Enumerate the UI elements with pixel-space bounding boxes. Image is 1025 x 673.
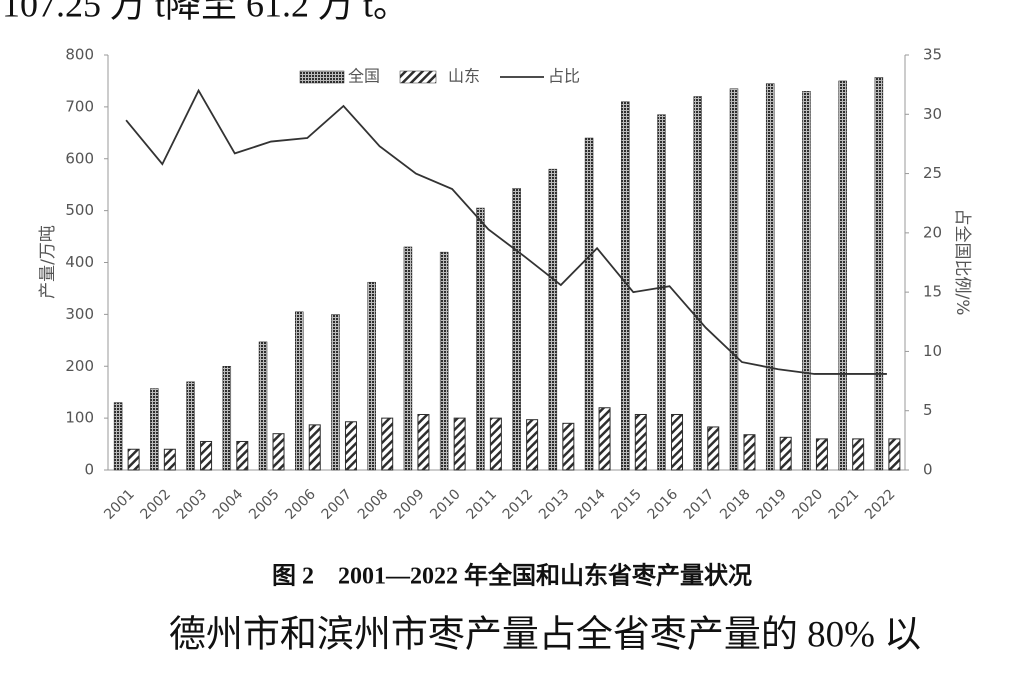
bar bbox=[272, 433, 285, 471]
bar bbox=[489, 417, 502, 471]
bar bbox=[729, 88, 739, 471]
legend-label: 全国 bbox=[348, 67, 380, 86]
y2-tick-label: 5 bbox=[923, 401, 933, 419]
bar bbox=[344, 421, 357, 471]
bar bbox=[512, 188, 521, 471]
y-tick-label: 700 bbox=[65, 97, 94, 115]
x-tick-label: 2010 bbox=[427, 486, 464, 523]
bar bbox=[403, 246, 413, 471]
bar bbox=[439, 251, 449, 471]
bar bbox=[838, 80, 847, 471]
y-tick-label: 600 bbox=[65, 149, 94, 167]
x-tick-label: 2020 bbox=[790, 486, 827, 523]
x-tick-label: 2013 bbox=[536, 486, 573, 523]
bar bbox=[113, 402, 123, 471]
x-tick-label: 2006 bbox=[282, 486, 319, 523]
bar bbox=[852, 438, 865, 471]
y-tick-label: 300 bbox=[65, 305, 94, 323]
legend-label: 山东 bbox=[448, 67, 480, 86]
x-tick-label: 2011 bbox=[464, 486, 501, 523]
bar bbox=[150, 388, 159, 471]
bar bbox=[200, 440, 213, 471]
x-tick-label: 2005 bbox=[246, 486, 283, 523]
bar bbox=[163, 448, 176, 471]
bar bbox=[874, 77, 884, 471]
x-tick-label: 2001 bbox=[101, 486, 138, 523]
bar bbox=[258, 341, 268, 471]
bar bbox=[222, 366, 232, 471]
bar bbox=[417, 413, 430, 471]
bar bbox=[815, 438, 828, 471]
x-tick-label: 2007 bbox=[319, 486, 356, 523]
x-tick-label: 2017 bbox=[681, 486, 718, 523]
y-tick-label: 800 bbox=[65, 46, 94, 64]
x-tick-label: 2012 bbox=[500, 486, 537, 523]
bar bbox=[765, 83, 775, 471]
legend-label: 占比 bbox=[548, 67, 580, 86]
bar bbox=[657, 114, 666, 471]
bar bbox=[127, 448, 140, 471]
y-axis-title: 产量/万吨 bbox=[38, 225, 58, 299]
x-tick-label: 2022 bbox=[862, 486, 899, 523]
bar bbox=[562, 422, 575, 471]
bar bbox=[634, 413, 647, 471]
y-tick-label: 100 bbox=[65, 409, 94, 427]
y2-tick-label: 25 bbox=[923, 164, 942, 182]
x-tick-label: 2016 bbox=[645, 486, 682, 523]
share-line bbox=[125, 88, 887, 375]
y2-tick-label: 30 bbox=[923, 105, 942, 123]
bar bbox=[743, 434, 756, 471]
x-tick-label: 2008 bbox=[355, 486, 392, 523]
bar bbox=[598, 407, 611, 471]
bar bbox=[707, 426, 720, 471]
y2-tick-label: 20 bbox=[923, 223, 942, 241]
bar bbox=[453, 417, 466, 471]
bar bbox=[367, 281, 376, 471]
x-tick-label: 2018 bbox=[717, 486, 754, 523]
y-tick-label: 400 bbox=[65, 253, 94, 271]
y2-tick-label: 35 bbox=[923, 46, 942, 64]
bar bbox=[295, 311, 304, 471]
bar bbox=[693, 96, 702, 471]
bottom-text: 德州市和滨州市枣产量占全省枣产量的 80% 以 bbox=[169, 613, 921, 655]
x-tick-label: 2021 bbox=[826, 486, 863, 523]
bar bbox=[779, 436, 792, 471]
bar bbox=[331, 314, 340, 471]
y2-tick-label: 0 bbox=[923, 461, 933, 479]
bar bbox=[548, 168, 558, 471]
y-tick-label: 0 bbox=[84, 461, 94, 479]
bar bbox=[526, 419, 539, 471]
bar bbox=[802, 91, 811, 471]
y-tick-label: 200 bbox=[65, 357, 94, 375]
x-tick-label: 2002 bbox=[137, 486, 174, 523]
y2-tick-label: 15 bbox=[923, 283, 942, 301]
bar bbox=[381, 417, 394, 471]
x-tick-label: 2003 bbox=[174, 486, 211, 523]
legend-swatch bbox=[299, 70, 345, 84]
bar bbox=[584, 137, 594, 471]
bar bbox=[186, 381, 195, 471]
x-tick-label: 2019 bbox=[753, 486, 790, 523]
x-tick-label: 2014 bbox=[572, 486, 609, 523]
y2-tick-label: 10 bbox=[923, 342, 942, 360]
bar bbox=[236, 440, 249, 471]
bar bbox=[671, 413, 684, 471]
bar bbox=[308, 424, 321, 471]
bar bbox=[476, 207, 485, 471]
top-text: 107.25 万 t降至 61.2 万 t。 bbox=[2, 0, 409, 24]
x-tick-label: 2004 bbox=[210, 486, 247, 523]
caption: 图 2 2001—2022 年全国和山东省枣产量状况 bbox=[272, 562, 752, 590]
y2-axis-title: 占全国比例/% bbox=[952, 209, 972, 316]
bar bbox=[621, 101, 630, 471]
y-tick-label: 500 bbox=[65, 201, 94, 219]
x-tick-label: 2015 bbox=[608, 486, 645, 523]
bar bbox=[888, 438, 901, 471]
x-tick-label: 2009 bbox=[391, 486, 428, 523]
legend-swatch bbox=[399, 70, 437, 84]
